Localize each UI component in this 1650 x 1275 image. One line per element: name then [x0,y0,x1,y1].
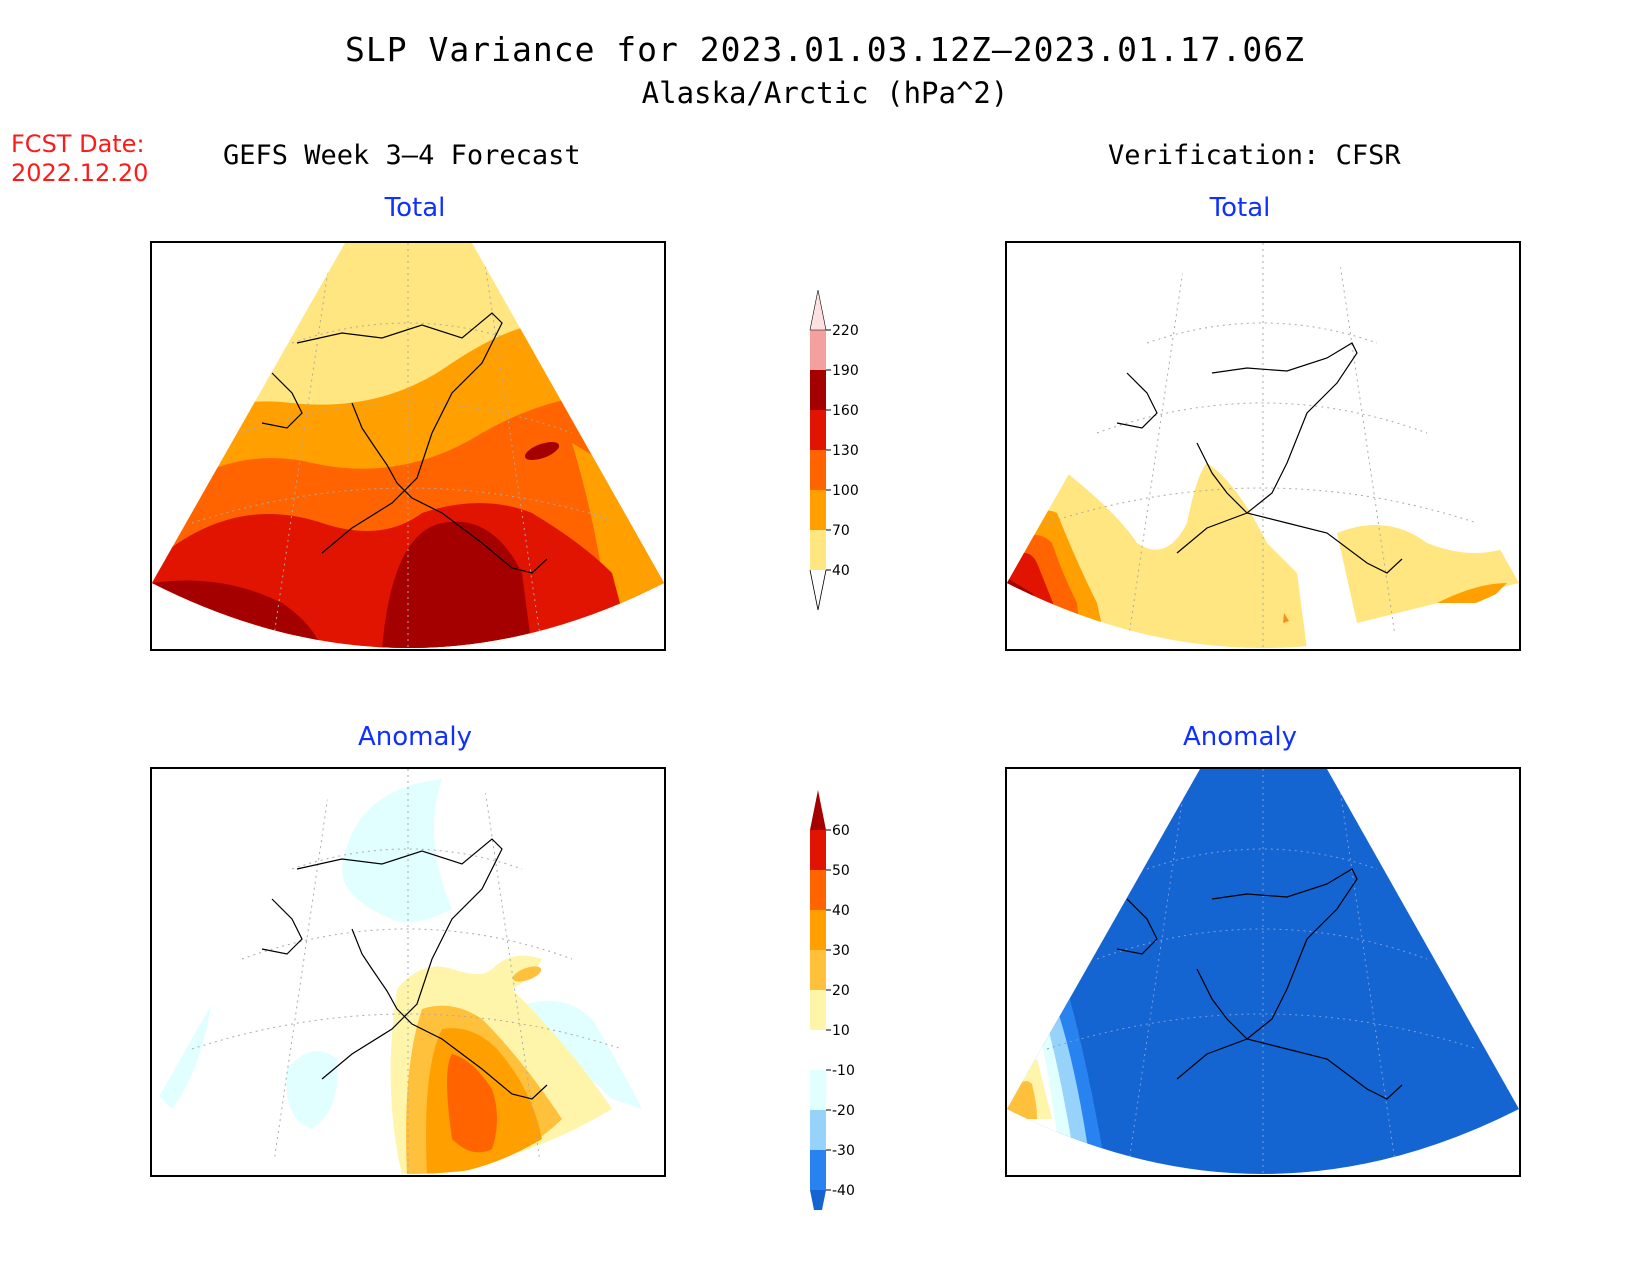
colorbar-total-tick-label: 100 [832,483,859,499]
colorbar-total-tick-label: 130 [832,443,859,459]
colorbar-anomaly-tick-label: 10 [832,1023,850,1039]
colorbar-total-swatch [810,330,826,370]
colorbar-total-swatch [810,490,826,530]
colorbar-anomaly-swatch [810,830,826,870]
colorbar-total-tick-label: 70 [832,523,850,539]
colorbar-total-tick-label: 190 [832,363,859,379]
colorbar-anomaly-tick-label: 20 [832,983,850,999]
colorbar-anomaly-tick-label: -30 [832,1143,855,1159]
colorbar-anomaly-swatch [810,1030,826,1070]
colorbar-total: 40 70 100 130 160 190 220 [809,289,859,610]
colorbar-anomaly-top-triangle [810,790,826,830]
colorbar-total-tick-label: 40 [832,563,850,579]
panel-title-forecast-anomaly: Anomaly [357,722,473,752]
colorbar-total-swatch [810,530,826,570]
colorbar-total-swatch [810,450,826,490]
colorbar-anomaly-swatch [810,1070,826,1110]
map-panel-forecast-total [150,241,666,651]
colorbar-total-swatch [810,410,826,450]
colorbar-anomaly-swatch [810,990,826,1030]
map-panel-verification-anomaly [1005,767,1521,1177]
colorbar-anomaly-swatch [810,1110,826,1150]
map-panel-verification-total [1005,241,1521,651]
colorbar-anomaly-bottom-triangle [810,1190,826,1210]
colorbar-total-top-triangle [809,289,827,331]
panel-title-verification-total: Total [1209,193,1271,223]
figure-title: SLP Variance for 2023.01.03.12Z—2023.01.… [345,30,1305,69]
forecast-date-label: FCST Date: [11,130,145,158]
colorbar-anomaly-tick-label: -10 [832,1063,855,1079]
left-column-heading: GEFS Week 3—4 Forecast [223,140,581,171]
colorbar-anomaly-swatch [810,950,826,990]
colorbar-total-tick-label: 220 [832,323,859,339]
right-column-heading: Verification: CFSR [1108,140,1401,171]
panel-title-verification-anomaly: Anomaly [1182,722,1298,752]
forecast-date-value: 2022.12.20 [11,159,149,187]
colorbar-anomaly-tick-label: -40 [832,1183,855,1199]
colorbar-anomaly-swatch [810,1150,826,1190]
colorbar-total-swatch [810,370,826,410]
figure-subtitle: Alaska/Arctic (hPa^2) [641,76,1009,110]
colorbar-total-bottom-triangle [809,569,827,610]
colorbar-anomaly-tick-label: 50 [832,863,850,879]
colorbar-anomaly-tick-label: -20 [832,1103,855,1119]
colorbar-anomaly: -40 -30 -20 -10 10 20 30 40 50 60 [810,790,855,1210]
colorbar-anomaly-tick-label: 30 [832,943,850,959]
colorbar-anomaly-swatch [810,870,826,910]
colorbar-anomaly-tick-label: 60 [832,823,850,839]
colorbar-total-tick-label: 160 [832,403,859,419]
map-panel-forecast-anomaly [150,767,666,1177]
colorbar-anomaly-tick-label: 40 [832,903,850,919]
colorbar-anomaly-swatch [810,910,826,950]
panel-title-forecast-total: Total [384,193,446,223]
